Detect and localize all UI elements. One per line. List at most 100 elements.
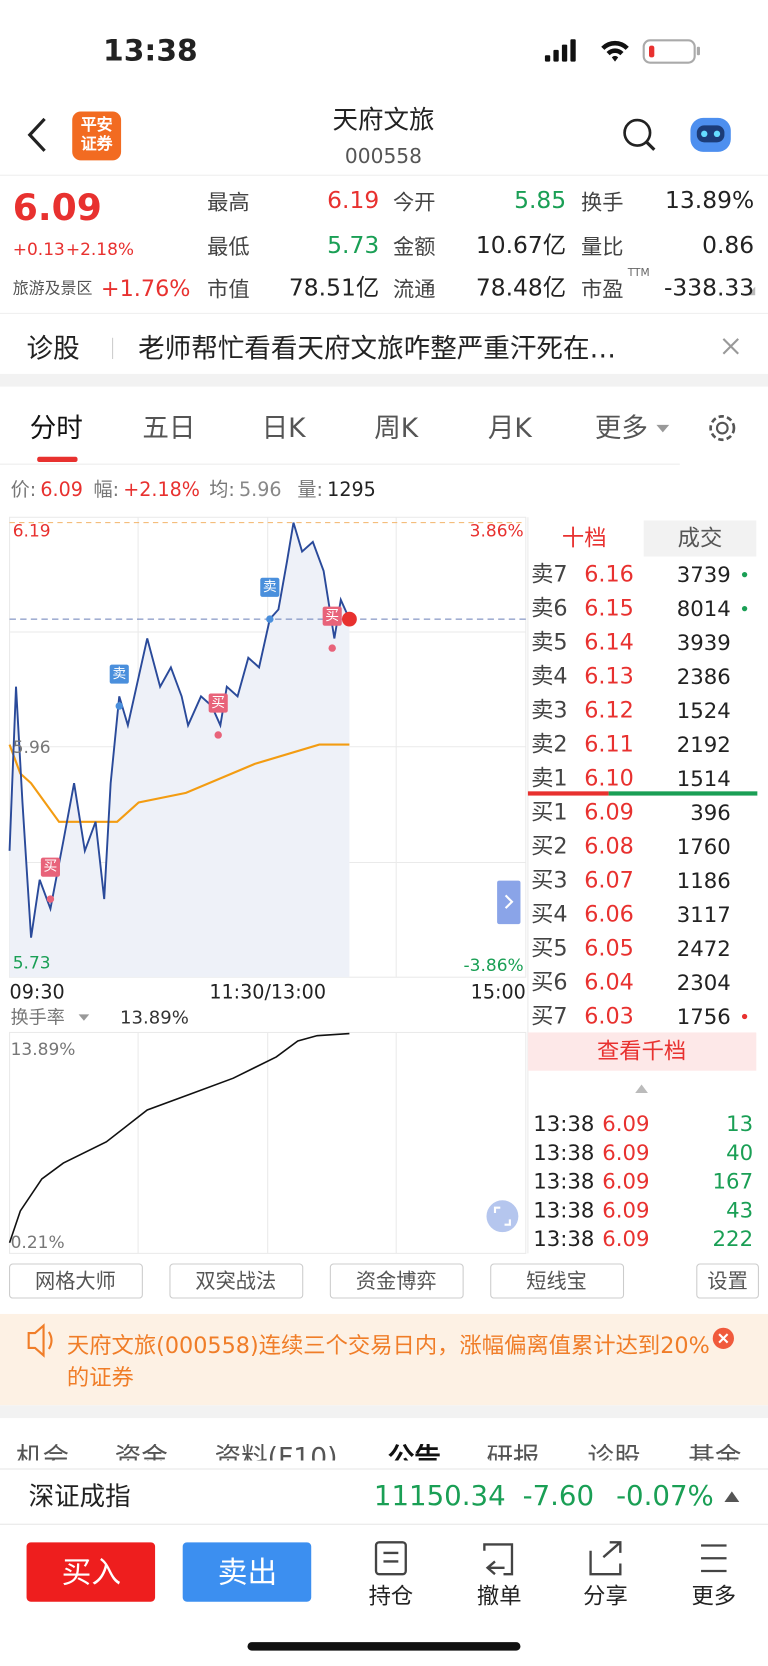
logo [72,111,122,161]
book-volume: 1186 [676,867,731,894]
book-label: 买7 [531,1003,568,1029]
trade-price: 6.09 [602,1111,650,1137]
book-label: 卖7 [531,561,568,587]
book-label: 买3 [531,867,568,893]
stat-value: 78.48亿 [475,275,567,302]
tab[interactable]: 周K [374,412,419,444]
book-dot [741,1013,748,1020]
tab[interactable]: 五日 [142,412,196,444]
tool-button[interactable]: 资金博弈 [355,1269,437,1294]
stat-value: 5.73 [327,232,380,260]
diagnose-text[interactable]: 老师帮忙看看天府文旅咋整严重汗死在… [138,332,617,364]
more-depth[interactable]: 查看千档 [596,1038,687,1064]
book-price: 6.16 [584,561,634,587]
book-volume: 1524 [676,697,731,724]
close-icon[interactable] [722,338,739,355]
info-value: +2.18% [123,479,200,502]
dropdown-arrow[interactable] [78,1014,90,1021]
book-volume: 1756 [676,1003,731,1030]
trade-dot [115,702,123,710]
trade-price: 6.09 [602,1197,650,1223]
stat-value: 5.85 [514,188,567,215]
book-volume: 2472 [676,935,731,962]
trade-price: 6.09 [602,1139,650,1166]
book-volume: 2304 [676,969,731,996]
search-icon[interactable] [623,118,656,151]
book-label: 买6 [531,969,568,995]
trade-flag [260,577,280,597]
notice-bg [0,1313,768,1406]
more-arrow[interactable] [656,424,670,433]
tool-button[interactable]: 短线宝 [526,1269,587,1294]
tool-button[interactable]: 双突战法 [195,1269,277,1294]
collapse-button[interactable] [497,880,521,925]
back-icon[interactable] [27,117,46,152]
section-tab[interactable]: 资金 [114,1441,168,1473]
tab-bg [643,520,757,557]
sell-button[interactable] [182,1542,312,1602]
sector: 旅游及景区 [12,278,93,298]
tool-button[interactable]: 设置 [707,1269,748,1294]
info-label: 幅: [93,479,120,502]
turnover-label[interactable]: 换手率 [10,1007,65,1029]
trade-volume: 222 [712,1225,754,1252]
tab[interactable]: 日K [261,412,306,444]
stat-label: 最低 [207,233,250,260]
toolbar-label[interactable]: 分享 [583,1583,628,1609]
axis-label: 5.96 [12,737,51,758]
trade-time: 13:38 [533,1197,595,1223]
axis-label: 5.73 [12,952,51,973]
gap [0,1405,768,1419]
up-arrow[interactable] [724,1491,740,1502]
robot-icon[interactable] [690,117,731,152]
toolbar-label[interactable]: 更多 [691,1583,737,1609]
section-tab[interactable]: 诊股 [587,1441,641,1473]
book-tab[interactable]: 成交 [677,525,723,551]
stat-label: 今开 [393,189,436,215]
stat-value: 6.19 [327,188,380,215]
stat-label: 最高 [207,189,250,215]
section-tab[interactable]: 研报 [486,1441,540,1473]
tab[interactable]: 月K [487,412,532,444]
section-tab[interactable]: 公告 [387,1441,441,1473]
section-tab[interactable]: 机会 [15,1441,70,1473]
toolbar-label[interactable]: 持仓 [368,1583,414,1609]
section-tab[interactable]: 资料(F10) [214,1441,338,1473]
book-price: 6.12 [584,697,634,723]
buy-label[interactable]: 买入 [61,1555,122,1591]
expand-icon[interactable] [486,1200,519,1233]
speaker-icon [27,1323,53,1358]
logo-text: 平安 [80,115,113,135]
trade-dot [266,615,274,623]
trade-time: 13:38 [533,1225,595,1252]
book-label: 买1 [531,799,568,825]
book-tab[interactable]: 十档 [561,525,607,551]
trade-flag [109,664,129,684]
notice-close[interactable] [712,1327,734,1349]
book-price: 6.13 [584,663,634,689]
tab[interactable]: 更多 [594,412,648,444]
book-price: 6.15 [584,595,634,621]
clock: 13:38 [103,32,198,68]
book-volume: 1760 [676,833,731,860]
trade-dot [46,895,55,903]
tab[interactable]: 分时 [29,412,83,444]
tool-button[interactable]: 网格大师 [35,1269,116,1294]
buy-button[interactable] [26,1542,156,1602]
trade-flag-label: 卖 [262,579,277,596]
gear-icon[interactable] [709,415,736,442]
book-volume: 1514 [676,765,731,792]
book-dot [741,571,748,578]
book-price: 6.07 [584,867,634,893]
book-volume: 396 [690,799,731,826]
more-depth-bg[interactable] [527,1032,757,1071]
book-label: 买5 [531,935,568,961]
trade-flag [40,857,60,877]
sell-label[interactable]: 卖出 [217,1555,278,1591]
section-tab[interactable]: 基金 [688,1441,742,1473]
book-label: 卖5 [531,629,568,655]
stock-name: 天府文旅 [332,105,435,135]
toolbar-label[interactable]: 撤单 [476,1583,522,1609]
diagnose-label: 诊股 [26,332,80,364]
